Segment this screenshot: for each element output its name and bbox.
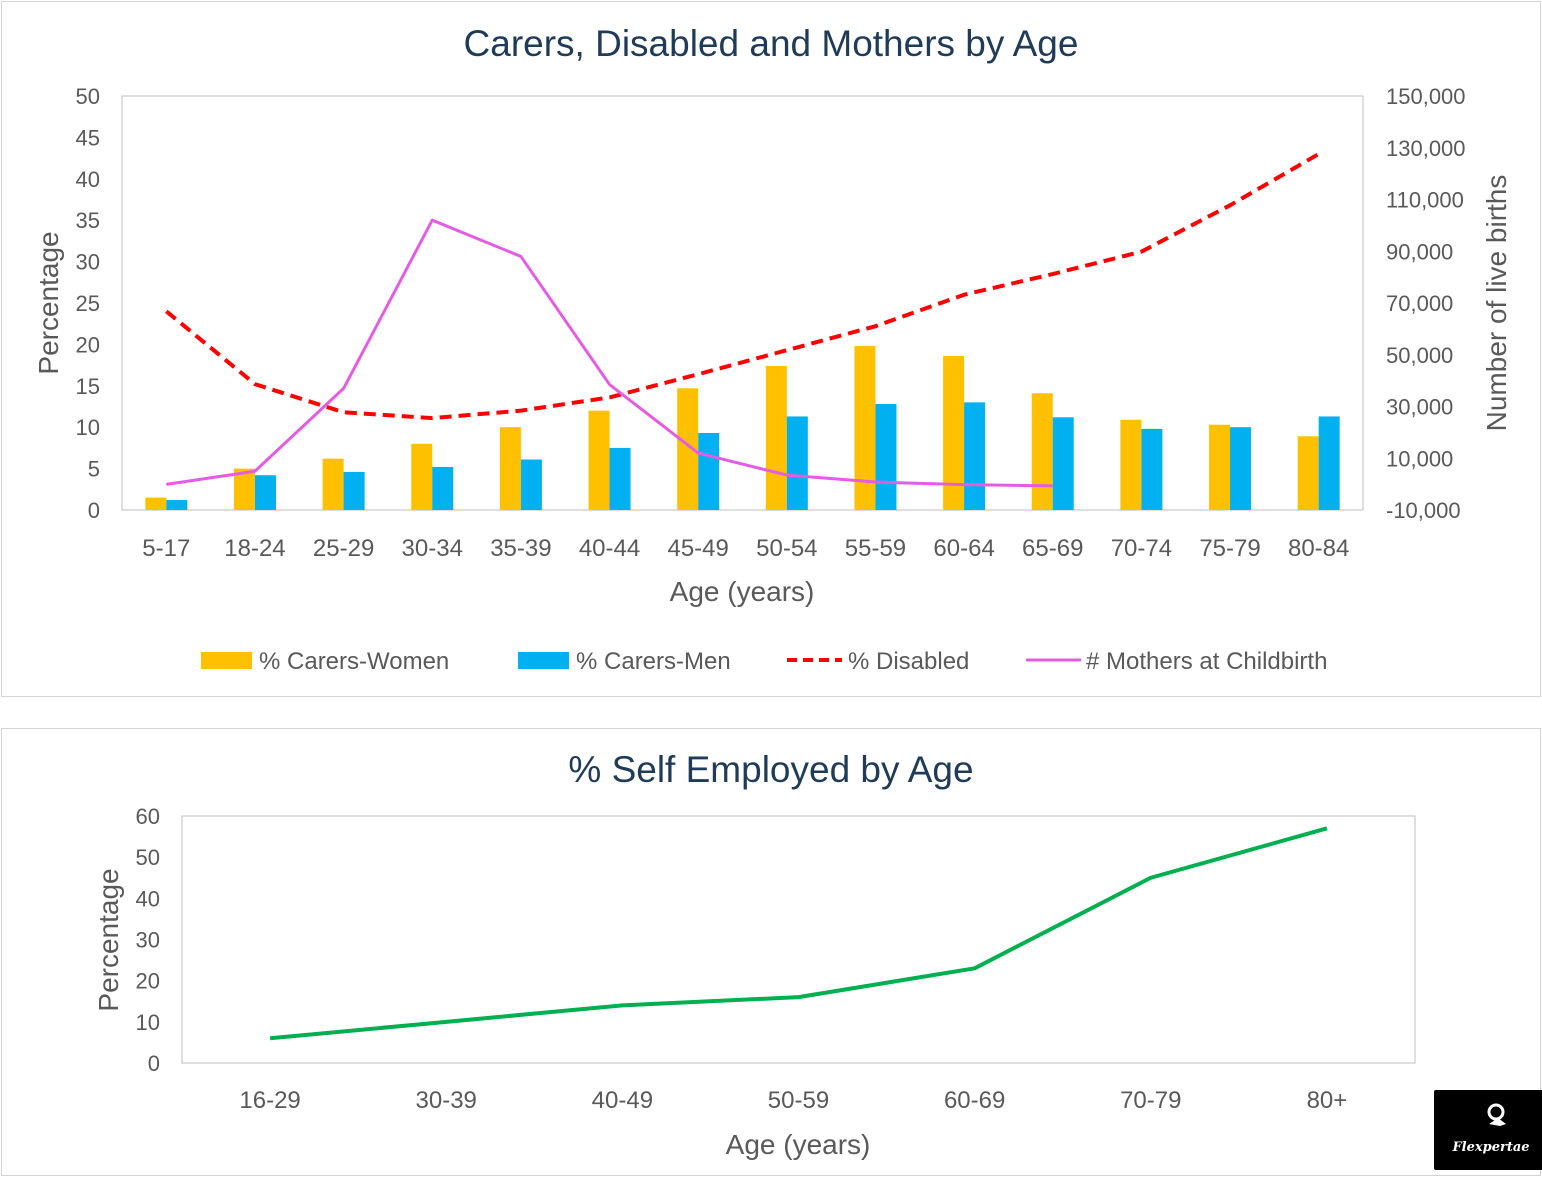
legend-label-disabled: % Disabled	[848, 648, 969, 675]
chart1-y2-tick-label: -10,000	[1386, 498, 1461, 523]
chart1-x-tick-label: 35-39	[490, 535, 551, 562]
bar-carers-men	[1230, 427, 1252, 510]
chart1-x-axis-label: Age (years)	[670, 576, 815, 607]
chart1-x-tick-label: 60-64	[933, 535, 994, 562]
bar-carers-women	[1031, 393, 1053, 510]
bar-carers-men	[343, 471, 365, 510]
chart2-x-tick-label: 80+	[1307, 1087, 1348, 1114]
chart2-x-tick-label: 70-79	[1120, 1087, 1181, 1114]
bottom-chart-panel	[1, 728, 1541, 1176]
chart2-y-tick-label: 50	[136, 845, 160, 870]
chart1-y-tick-label: 25	[76, 291, 100, 316]
chart1-x-tick-label: 45-49	[667, 535, 728, 562]
chart1-y2-tick-label: 70,000	[1386, 291, 1453, 316]
flexpertae-logo	[1434, 1090, 1542, 1170]
chart1-x-tick-label: 50-54	[756, 535, 817, 562]
chart1-y-tick-label: 0	[88, 498, 100, 523]
chart1-y-tick-label: 50	[76, 84, 100, 109]
bar-carers-men	[1141, 428, 1163, 510]
chart2-y-tick-label: 10	[136, 1010, 160, 1035]
legend-label-carers-women: % Carers-Women	[259, 648, 449, 675]
bar-carers-men	[1052, 417, 1074, 510]
chart1-y2-tick-label: 90,000	[1386, 239, 1453, 264]
chart2-x-tick-label: 50-59	[768, 1087, 829, 1114]
bar-carers-men	[254, 475, 276, 510]
chart1-x-tick-label: 75-79	[1199, 535, 1260, 562]
chart1-plot-frame	[121, 95, 1364, 511]
bar-carers-men	[786, 416, 808, 510]
bar-carers-women	[411, 443, 433, 510]
chart1-y-tick-label: 45	[76, 125, 100, 150]
bar-carers-women	[677, 388, 699, 510]
chart2-y-tick-label: 40	[136, 886, 160, 911]
chart1-x-tick-label: 65-69	[1022, 535, 1083, 562]
chart1-x-tick-label: 30-34	[402, 535, 463, 562]
chart1-y2-axis-label: Number of live births	[1481, 175, 1512, 432]
bar-carers-men	[698, 432, 720, 510]
chart1-x-tick-label: 55-59	[845, 535, 906, 562]
chart2-x-tick-label: 16-29	[239, 1087, 300, 1114]
legend-label-carers-men: % Carers-Men	[576, 648, 731, 675]
chart2-x-tick-label: 30-39	[416, 1087, 477, 1114]
chart1-y2-tick-label: 30,000	[1386, 395, 1453, 420]
bar-carers-women	[854, 346, 876, 510]
chart1-y-tick-label: 10	[76, 415, 100, 440]
chart2-title: % Self Employed by Age	[568, 749, 973, 790]
bar-carers-men	[520, 459, 542, 510]
chart1-x-tick-label: 25-29	[313, 535, 374, 562]
chart1-y-tick-label: 40	[76, 167, 100, 192]
chart2-y-tick-label: 60	[136, 804, 160, 829]
chart2-y-tick-label: 0	[148, 1051, 160, 1076]
chart1-y2-tick-label: 110,000	[1386, 188, 1464, 213]
bar-carers-women	[233, 468, 255, 510]
bar-carers-women	[588, 410, 610, 510]
chart1-y2-tick-label: 150,000	[1386, 84, 1466, 109]
chart1-y2-tick-label: 130,000	[1386, 136, 1466, 161]
bar-carers-men	[964, 402, 986, 510]
chart1-x-tick-label: 40-44	[579, 535, 640, 562]
chart1-y2-tick-label: 10,000	[1386, 446, 1453, 471]
chart1-x-tick-label: 80-84	[1288, 535, 1349, 562]
legend-swatch-carers-men	[518, 652, 569, 669]
chart1-y-tick-label: 5	[88, 457, 100, 482]
bar-carers-men	[432, 466, 454, 510]
bar-carers-men	[1318, 416, 1340, 510]
line-self-employed	[269, 826, 1328, 1041]
chart1-y2-tick-label: 50,000	[1386, 343, 1453, 368]
legend-swatch-carers-women	[201, 652, 252, 669]
chart2-y-tick-label: 30	[136, 928, 160, 953]
top-chart-panel	[1, 1, 1541, 697]
bar-carers-women	[499, 427, 521, 510]
chart2-x-tick-label: 40-49	[592, 1087, 653, 1114]
bar-carers-women	[145, 497, 167, 510]
bar-carers-women	[1297, 436, 1319, 510]
chart2-x-tick-label: 60-69	[944, 1087, 1005, 1114]
chart2-x-axis-label: Age (years)	[726, 1129, 871, 1160]
chart2-plot-frame	[181, 815, 1416, 1064]
logo-figure-icon	[1487, 1103, 1506, 1126]
chart2-y-axis-label: Percentage	[93, 868, 124, 1011]
chart1-y-tick-label: 35	[76, 208, 100, 233]
chart1-x-tick-label: 5-17	[142, 535, 190, 562]
bar-carers-women	[1120, 419, 1142, 510]
bar-carers-women	[1209, 424, 1231, 510]
bar-carers-women	[943, 355, 965, 510]
chart1-title: Carers, Disabled and Mothers by Age	[464, 23, 1079, 64]
chart1-y-tick-label: 20	[76, 332, 100, 357]
chart1-x-tick-label: 18-24	[224, 535, 285, 562]
chart1-x-tick-label: 70-74	[1111, 535, 1172, 562]
carers-disabled-mothers-chart: Carers, Disabled and Mothers by Age Perc…	[33, 23, 1512, 675]
line-mothers-at-childbirth	[166, 218, 1053, 488]
bar-carers-women	[322, 458, 344, 510]
logo-text: Flexpertae	[1452, 1140, 1530, 1155]
chart2-y-tick-label: 20	[136, 969, 160, 994]
chart1-y-tick-label: 15	[76, 374, 100, 399]
legend-label-mothers: # Mothers at Childbirth	[1086, 648, 1327, 675]
bar-carers-men	[609, 447, 631, 510]
chart1-y-axis-label: Percentage	[33, 231, 64, 374]
bar-carers-men	[166, 500, 188, 510]
chart1-y-tick-label: 30	[76, 250, 100, 275]
line-disabled	[165, 152, 1320, 421]
